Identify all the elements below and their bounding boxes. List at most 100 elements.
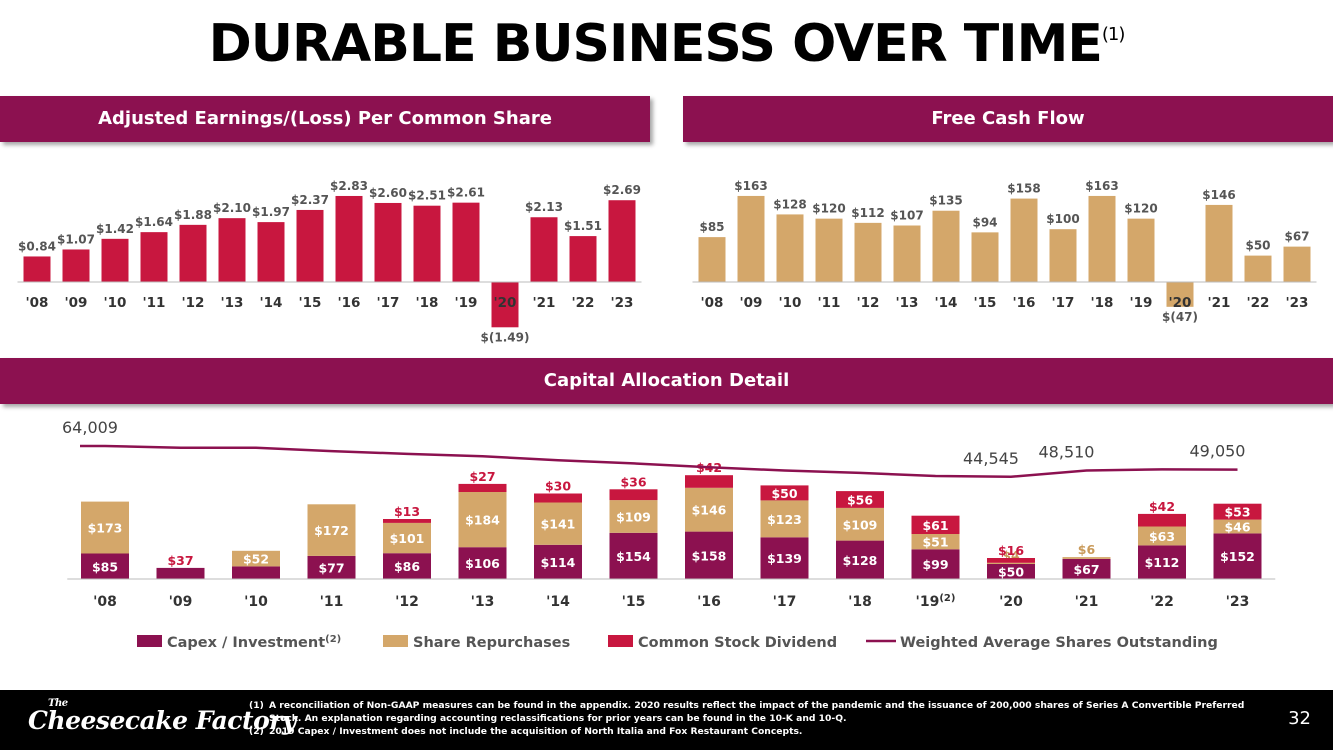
- legend-dividend-swatch: [608, 635, 633, 647]
- fcf-value-label: $163: [734, 179, 767, 193]
- fcf-bar: [1010, 198, 1038, 282]
- cap-category-label: '16: [697, 594, 721, 610]
- cap-category-label: '21: [1075, 594, 1099, 610]
- fcf-header: Free Cash Flow: [683, 96, 1333, 142]
- eps-category-label: '15: [299, 295, 322, 311]
- shares-line-label: 44,545: [963, 449, 1019, 468]
- legend-dividend-label: Common Stock Dividend: [638, 635, 837, 651]
- capex-segment-label: $139: [767, 551, 802, 566]
- eps-value-label: $2.37: [291, 193, 329, 207]
- fcf-category-label: '08: [701, 295, 724, 311]
- fcf-category-label: '09: [740, 295, 763, 311]
- eps-value-label: $1.51: [564, 219, 602, 233]
- shares-line-label: 48,510: [1039, 442, 1095, 461]
- eps-bar: [413, 205, 441, 282]
- eps-value-label: $2.10: [213, 201, 251, 215]
- capex-segment: [911, 549, 960, 579]
- fcf-bar: [815, 218, 843, 282]
- eps-category-label: '11: [143, 295, 166, 311]
- dividend-segment: [1138, 513, 1186, 527]
- eps-category-label: '08: [26, 295, 49, 311]
- eps-value-label: $2.61: [447, 186, 485, 200]
- capex-segment: [685, 531, 733, 579]
- dividend-segment-label: $61: [922, 518, 948, 533]
- dividend-segment-label: $53: [1224, 505, 1250, 520]
- page-number: 32: [1288, 708, 1311, 729]
- fcf-bar: [1088, 195, 1116, 282]
- fcf-value-label: $100: [1046, 212, 1079, 226]
- capex-segment-label: $152: [1220, 549, 1255, 564]
- fcf-value-label: $85: [699, 220, 724, 234]
- repurchase-segment: [1138, 526, 1186, 546]
- fcf-category-label: '21: [1208, 295, 1231, 311]
- dividend-segment-label: $30: [545, 479, 571, 494]
- fcf-category-label: '20: [1169, 295, 1192, 311]
- repurchase-segment: [383, 522, 431, 554]
- fcf-category-label: '13: [896, 295, 919, 311]
- eps-value-label: $1.97: [252, 205, 290, 219]
- eps-category-label: '10: [104, 295, 127, 311]
- fcf-bar: [932, 210, 960, 282]
- capex-segment: [307, 555, 356, 579]
- eps-value-label: $1.07: [57, 232, 95, 246]
- eps-category-label: '22: [572, 295, 595, 311]
- cap-category-label: '23: [1226, 594, 1250, 610]
- cap-category-label: '14: [546, 594, 570, 610]
- cap-category-label: '15: [622, 594, 646, 610]
- eps-bar: [530, 217, 558, 282]
- eps-bar: [608, 200, 636, 282]
- capex-segment-label: $128: [843, 553, 878, 568]
- fcf-value-label: $120: [812, 202, 845, 216]
- capex-segment: [1138, 545, 1186, 579]
- fcf-value-label: $128: [773, 197, 806, 211]
- repurchase-segment-label: $6: [1078, 542, 1096, 557]
- dividend-segment-label: $27: [469, 469, 495, 484]
- capex-segment: [609, 532, 658, 579]
- fcf-category-label: '10: [779, 295, 802, 311]
- repurchase-segment: [760, 500, 809, 538]
- fcf-bar: [1127, 218, 1155, 282]
- eps-value-label: $2.51: [408, 189, 446, 203]
- repurchase-segment-label: $101: [390, 531, 425, 546]
- fcf-value-label: $163: [1085, 179, 1118, 193]
- cap-category-label: '13: [471, 594, 495, 610]
- capex-segment: [156, 567, 205, 579]
- dividend-segment-label: $50: [771, 486, 797, 501]
- dividend-segment-label: $13: [394, 504, 420, 519]
- fcf-category-label: '23: [1286, 295, 1309, 311]
- dividend-segment: [987, 558, 1035, 563]
- capex-segment: [534, 544, 582, 579]
- capex-segment: [836, 540, 884, 579]
- fcf-category-label: '19: [1130, 295, 1153, 311]
- dividend-segment: [685, 475, 733, 488]
- fcf-bar: [971, 232, 999, 282]
- repurchase-segment: [1062, 557, 1111, 559]
- eps-bar: [296, 209, 324, 282]
- capex-segment: [81, 553, 129, 579]
- eps-value-label: $0.84: [18, 239, 56, 253]
- fcf-bar: [854, 222, 882, 282]
- fcf-bar: [1166, 282, 1194, 307]
- repurchase-segment: [911, 534, 960, 550]
- eps-bar: [179, 224, 207, 282]
- fcf-category-label: '14: [935, 295, 958, 311]
- capex-segment: [1213, 533, 1262, 579]
- page-title: DURABLE BUSINESS OVER TIME(1): [208, 14, 1126, 74]
- charts-canvas: $0.84 '08 $1.07 '09 $1.42 '10 $1.64 '11 $1.88 '12…: [17, 179, 1317, 651]
- dividend-segment-label: $56: [847, 493, 873, 508]
- logo-name: Cheesecake Factory: [28, 706, 296, 735]
- eps-bar: [23, 256, 51, 282]
- fcf-bar: [698, 237, 726, 282]
- repurchase-segment-label: $173: [88, 521, 123, 536]
- capex-segment-label: $114: [541, 555, 576, 570]
- cap-category-label: '18: [848, 594, 872, 610]
- cheesecake-factory-logo: The Cheesecake Factory: [28, 698, 296, 735]
- fcf-value-label: $(47): [1162, 310, 1198, 324]
- capex-segment-label: $154: [616, 549, 651, 564]
- capex-segment: [232, 566, 280, 579]
- fcf-value-label: $112: [851, 206, 884, 220]
- eps-category-label: '18: [416, 295, 439, 311]
- repurchase-segment: [458, 492, 507, 548]
- eps-category-label: '19: [455, 295, 478, 311]
- eps-value-label: $2.13: [525, 200, 563, 214]
